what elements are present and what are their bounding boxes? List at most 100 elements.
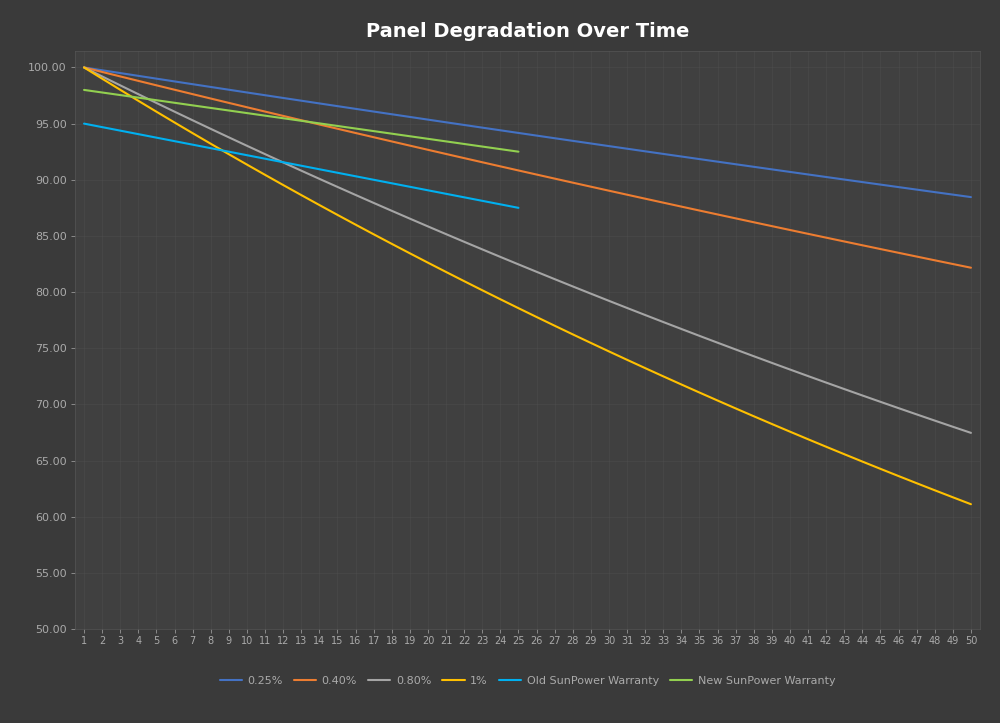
Old SunPower Warranty xyxy=(223,147,235,156)
0.40% xyxy=(476,158,488,166)
1% xyxy=(856,457,868,466)
1% xyxy=(893,471,905,480)
0.40% xyxy=(585,182,597,191)
1% xyxy=(621,356,633,364)
New SunPower Warranty xyxy=(422,134,434,143)
0.25% xyxy=(947,190,959,199)
0.80% xyxy=(350,191,362,200)
0.25% xyxy=(675,152,687,161)
New SunPower Warranty xyxy=(368,127,380,135)
0.25% xyxy=(657,150,669,158)
0.40% xyxy=(730,214,742,223)
0.40% xyxy=(965,263,977,272)
0.25% xyxy=(187,80,199,88)
0.80% xyxy=(531,268,543,276)
0.40% xyxy=(368,133,380,142)
0.40% xyxy=(820,234,832,242)
1% xyxy=(512,304,524,312)
0.25% xyxy=(549,134,561,142)
0.80% xyxy=(621,304,633,312)
Old SunPower Warranty xyxy=(350,172,362,181)
1% xyxy=(295,191,307,200)
0.80% xyxy=(114,81,126,90)
1% xyxy=(567,330,579,338)
New SunPower Warranty xyxy=(458,140,470,148)
Line: 1%: 1% xyxy=(84,67,971,504)
0.80% xyxy=(603,296,615,305)
New SunPower Warranty xyxy=(259,111,271,120)
0.80% xyxy=(422,222,434,231)
0.80% xyxy=(802,372,814,380)
Old SunPower Warranty xyxy=(169,137,181,145)
0.80% xyxy=(313,174,325,183)
0.40% xyxy=(241,103,253,111)
New SunPower Warranty xyxy=(96,88,108,97)
0.40% xyxy=(313,120,325,129)
Old SunPower Warranty xyxy=(313,165,325,174)
0.40% xyxy=(838,237,850,246)
Old SunPower Warranty xyxy=(368,176,380,184)
0.40% xyxy=(458,154,470,163)
0.80% xyxy=(494,252,506,261)
0.25% xyxy=(929,188,941,197)
0.40% xyxy=(947,260,959,268)
0.80% xyxy=(730,345,742,354)
0.25% xyxy=(856,178,868,187)
0.25% xyxy=(259,91,271,100)
0.25% xyxy=(531,132,543,140)
1% xyxy=(838,450,850,458)
0.25% xyxy=(965,193,977,202)
Line: 0.25%: 0.25% xyxy=(84,67,971,197)
0.25% xyxy=(350,105,362,114)
1% xyxy=(313,201,325,210)
New SunPower Warranty xyxy=(313,119,325,128)
1% xyxy=(386,239,398,248)
0.80% xyxy=(386,207,398,215)
1% xyxy=(802,435,814,444)
0.80% xyxy=(585,289,597,298)
0.25% xyxy=(241,88,253,97)
New SunPower Warranty xyxy=(512,147,524,156)
0.25% xyxy=(169,77,181,86)
0.40% xyxy=(784,226,796,234)
0.80% xyxy=(78,63,90,72)
0.40% xyxy=(693,206,705,215)
New SunPower Warranty xyxy=(223,106,235,115)
0.25% xyxy=(114,69,126,77)
Line: 0.80%: 0.80% xyxy=(84,67,971,433)
Legend: 0.25%, 0.40%, 0.80%, 1%, Old SunPower Warranty, New SunPower Warranty: 0.25%, 0.40%, 0.80%, 1%, Old SunPower Wa… xyxy=(215,671,840,690)
0.40% xyxy=(223,98,235,107)
0.40% xyxy=(187,90,199,98)
New SunPower Warranty xyxy=(440,137,452,146)
New SunPower Warranty xyxy=(169,98,181,107)
Old SunPower Warranty xyxy=(277,158,289,166)
1% xyxy=(440,268,452,276)
New SunPower Warranty xyxy=(187,101,199,110)
Old SunPower Warranty xyxy=(132,130,144,139)
1% xyxy=(150,108,162,116)
0.25% xyxy=(838,175,850,184)
1% xyxy=(132,96,144,105)
1% xyxy=(458,277,470,286)
0.25% xyxy=(766,165,778,174)
0.80% xyxy=(277,158,289,167)
1% xyxy=(585,338,597,347)
0.80% xyxy=(241,142,253,150)
Old SunPower Warranty xyxy=(404,182,416,191)
1% xyxy=(422,258,434,267)
0.25% xyxy=(404,113,416,121)
0.25% xyxy=(802,170,814,179)
Old SunPower Warranty xyxy=(458,193,470,202)
0.80% xyxy=(657,317,669,326)
0.80% xyxy=(838,385,850,393)
Old SunPower Warranty xyxy=(295,161,307,170)
1% xyxy=(603,347,615,356)
1% xyxy=(549,322,561,330)
Old SunPower Warranty xyxy=(422,186,434,194)
Old SunPower Warranty xyxy=(476,197,488,205)
1% xyxy=(784,427,796,436)
0.25% xyxy=(78,63,90,72)
1% xyxy=(965,500,977,508)
1% xyxy=(531,312,543,321)
Line: Old SunPower Warranty: Old SunPower Warranty xyxy=(84,124,518,208)
